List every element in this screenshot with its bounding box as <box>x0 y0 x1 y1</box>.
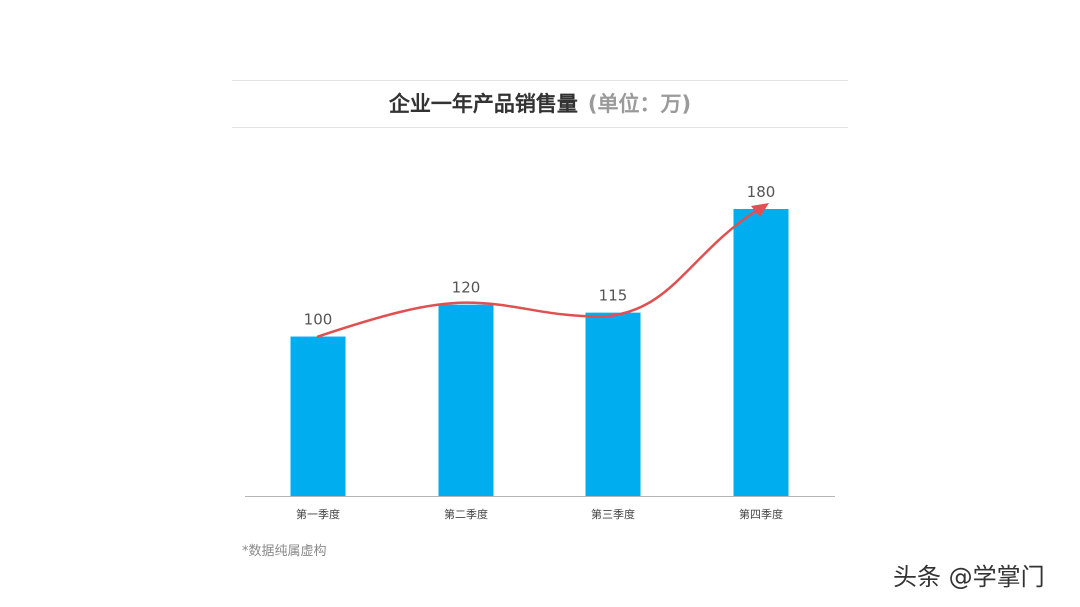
bars-group <box>290 209 789 496</box>
footnote: *数据纯属虚构 <box>242 544 327 559</box>
data-label-3: 115 <box>599 287 628 305</box>
x-tick-label-4: 第四季度 <box>739 507 783 521</box>
x-tick-label-2: 第二季度 <box>444 507 488 521</box>
bar-2 <box>438 304 494 496</box>
chart-title-unit: (单位：万) <box>587 92 692 116</box>
title-top-rule <box>232 80 848 81</box>
trend-line-group <box>316 203 769 338</box>
bar-3 <box>585 312 641 496</box>
trend-arrowhead <box>751 203 769 217</box>
trend-curve <box>316 207 761 338</box>
x-tick-labels-group: 第一季度 第二季度 第三季度 第四季度 <box>296 507 783 521</box>
chart-title-text: 企业一年产品销售量 <box>388 92 578 116</box>
chart-title: 企业一年产品销售量 (单位：万) <box>232 88 848 120</box>
data-label-2: 120 <box>452 279 481 297</box>
data-label-1: 100 <box>304 311 333 329</box>
title-bottom-rule <box>232 127 848 128</box>
bar-1 <box>290 336 346 496</box>
bar-4 <box>733 209 789 496</box>
x-tick-label-3: 第三季度 <box>591 507 635 521</box>
data-labels-group: 100 120 115 180 <box>304 183 776 329</box>
watermark: 头条 @学掌门 <box>893 563 1045 591</box>
x-tick-label-1: 第一季度 <box>296 507 340 521</box>
data-label-4: 180 <box>747 183 776 201</box>
